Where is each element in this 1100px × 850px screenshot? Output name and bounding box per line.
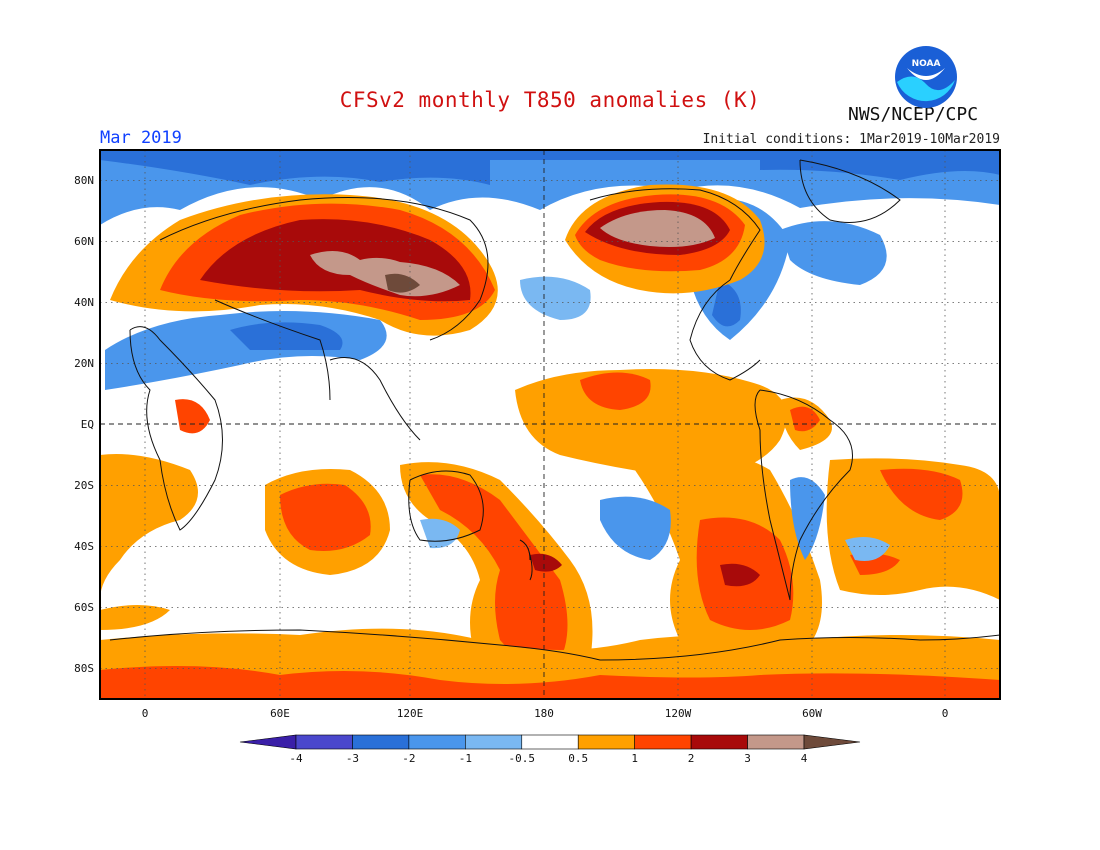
lon-label: 60E <box>270 707 290 720</box>
colorbar-swatch <box>577 734 635 750</box>
lon-label: 120E <box>397 707 424 720</box>
colorbar-label: 4 <box>801 752 808 765</box>
latitude-labels: 80N 60N 40N 20N EQ 20S 40S 60S 80S <box>74 174 94 675</box>
lat-label: 40N <box>74 296 94 309</box>
lon-label: 0 <box>942 707 949 720</box>
colorbar-label: 0.5 <box>568 752 588 765</box>
org-label: NWS/NCEP/CPC <box>848 104 979 125</box>
colorbar-swatch <box>408 734 466 750</box>
colorbar: -4 -3 -2 -1 -0.5 0.5 1 2 3 4 <box>239 734 861 765</box>
colorbar-label: -2 <box>402 752 415 765</box>
longitude-labels: 0 60E 120E 180 120W 60W 0 <box>142 707 949 720</box>
month-label: Mar 2019 <box>100 128 182 148</box>
lon-label: 60W <box>802 707 822 720</box>
lat-label: EQ <box>81 418 94 431</box>
lat-label: 80N <box>74 174 94 187</box>
colorbar-swatch <box>295 734 353 750</box>
colorbar-max-arrow <box>803 734 861 750</box>
colorbar-label: 1 <box>631 752 638 765</box>
colorbar-swatch <box>690 734 748 750</box>
colorbar-swatch <box>465 734 523 750</box>
lon-label: 120W <box>665 707 692 720</box>
chart-title: CFSv2 monthly T850 anomalies (K) <box>339 88 761 112</box>
lat-label: 20S <box>74 479 94 492</box>
noaa-logo-text: NOAA <box>912 59 941 69</box>
colorbar-label: -0.5 <box>509 752 536 765</box>
colorbar-swatch <box>747 734 805 750</box>
initial-conditions-label: Initial conditions: 1Mar2019-10Mar2019 <box>702 132 1000 147</box>
colorbar-min-arrow <box>239 734 297 750</box>
lon-label: 180 <box>534 707 554 720</box>
lat-label: 60S <box>74 601 94 614</box>
colorbar-label: 2 <box>688 752 695 765</box>
colorbar-label: -3 <box>346 752 359 765</box>
lat-label: 20N <box>74 357 94 370</box>
lat-label: 80S <box>74 662 94 675</box>
lon-label: 0 <box>142 707 149 720</box>
colorbar-label: -4 <box>289 752 303 765</box>
equator-dateline <box>100 150 1000 699</box>
colorbar-swatch <box>634 734 692 750</box>
graticule <box>100 150 1000 699</box>
noaa-logo: NOAA <box>895 46 957 108</box>
anomaly-field <box>100 150 1000 699</box>
colorbar-label: 3 <box>744 752 751 765</box>
coastlines <box>109 159 1001 661</box>
lat-label: 60N <box>74 235 94 248</box>
colorbar-swatch <box>352 734 410 750</box>
colorbar-label: -1 <box>459 752 472 765</box>
lat-label: 40S <box>74 540 94 553</box>
map-frame <box>99 149 1001 700</box>
colorbar-swatch <box>521 734 579 750</box>
